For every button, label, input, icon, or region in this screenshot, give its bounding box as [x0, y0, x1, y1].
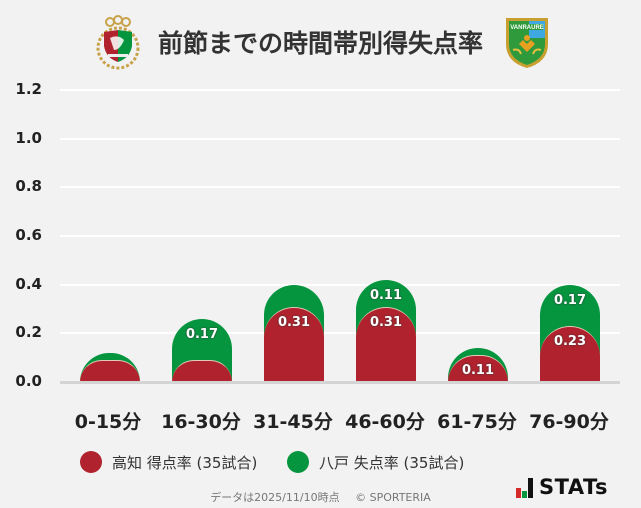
legend-item-kochi: 高知 得点率 (35試合) [80, 448, 257, 476]
stats-logo-bar-icon [528, 478, 533, 498]
legend-label: 高知 得点率 (35試合) [112, 453, 258, 472]
y-tick-label: 0.6 [15, 226, 42, 244]
chart-plot-area: 1.2 1.0 0.8 0.6 0.4 0.2 0.0 0.17 0.31 0.11… [15, 80, 620, 390]
bar-value-label: 0.11 [369, 287, 403, 303]
gridline [60, 138, 620, 140]
bar-segment-kochi [540, 326, 600, 382]
chart-header: 前節までの時間帯別得失点率 VANRAURE [0, 0, 641, 80]
bar-segment-kochi [264, 306, 324, 382]
bar-segment-kochi [80, 360, 140, 382]
x-axis-baseline [60, 381, 620, 384]
y-tick-label: 0.2 [15, 323, 42, 341]
gridline [60, 332, 620, 334]
gridline [60, 89, 620, 91]
footer: データは2025/11/10時点 © SPORTERIA [0, 489, 641, 505]
kochi-crest-icon [96, 15, 140, 70]
x-tick-label: 46-60分 [345, 411, 425, 433]
stats-brand-name: STATs [539, 475, 608, 499]
legend-swatch-red [80, 451, 102, 473]
y-tick-label: 0.4 [15, 275, 42, 293]
y-tick-label: 1.2 [15, 80, 42, 98]
bar-segment-kochi [172, 360, 232, 382]
bar-value-label: 0.17 [185, 326, 219, 342]
x-tick-label: 61-75分 [437, 411, 517, 433]
bar-value-label: 0.11 [461, 363, 495, 379]
copyright: © SPORTERIA [355, 491, 431, 504]
bar-value-label: 0.31 [369, 314, 403, 330]
legend-item-hachinohe: 八戸 失点率 (35試合) [287, 448, 464, 476]
hachinohe-crest-icon: VANRAURE [506, 18, 548, 68]
legend-swatch-green [287, 451, 309, 473]
gridline [60, 284, 620, 286]
svg-text:VANRAURE: VANRAURE [510, 25, 544, 31]
chart-title: 前節までの時間帯別得失点率 [158, 29, 484, 58]
data-date-note: データは2025/11/10時点 [210, 491, 340, 504]
x-tick-label: 31-45分 [253, 411, 333, 433]
x-tick-label: 16-30分 [161, 411, 241, 433]
bar-value-label: 0.23 [553, 334, 587, 350]
legend-label: 八戸 失点率 (35試合) [319, 453, 465, 472]
gridline [60, 186, 620, 188]
stats-logo-bar-icon [516, 488, 521, 498]
x-tick-label: 76-90分 [529, 411, 609, 433]
stats-brand-logo: STATs [516, 476, 608, 498]
y-tick-label: 0.8 [15, 177, 42, 195]
bar-segment-kochi [356, 306, 416, 382]
stats-logo-bar-icon [522, 491, 527, 498]
y-tick-label: 1.0 [15, 129, 42, 147]
bar-value-label: 0.31 [277, 314, 311, 330]
y-tick-label: 0.0 [15, 372, 42, 390]
x-tick-label: 0-15分 [74, 411, 142, 433]
gridline [60, 235, 620, 237]
bar-value-label: 0.17 [553, 292, 587, 308]
